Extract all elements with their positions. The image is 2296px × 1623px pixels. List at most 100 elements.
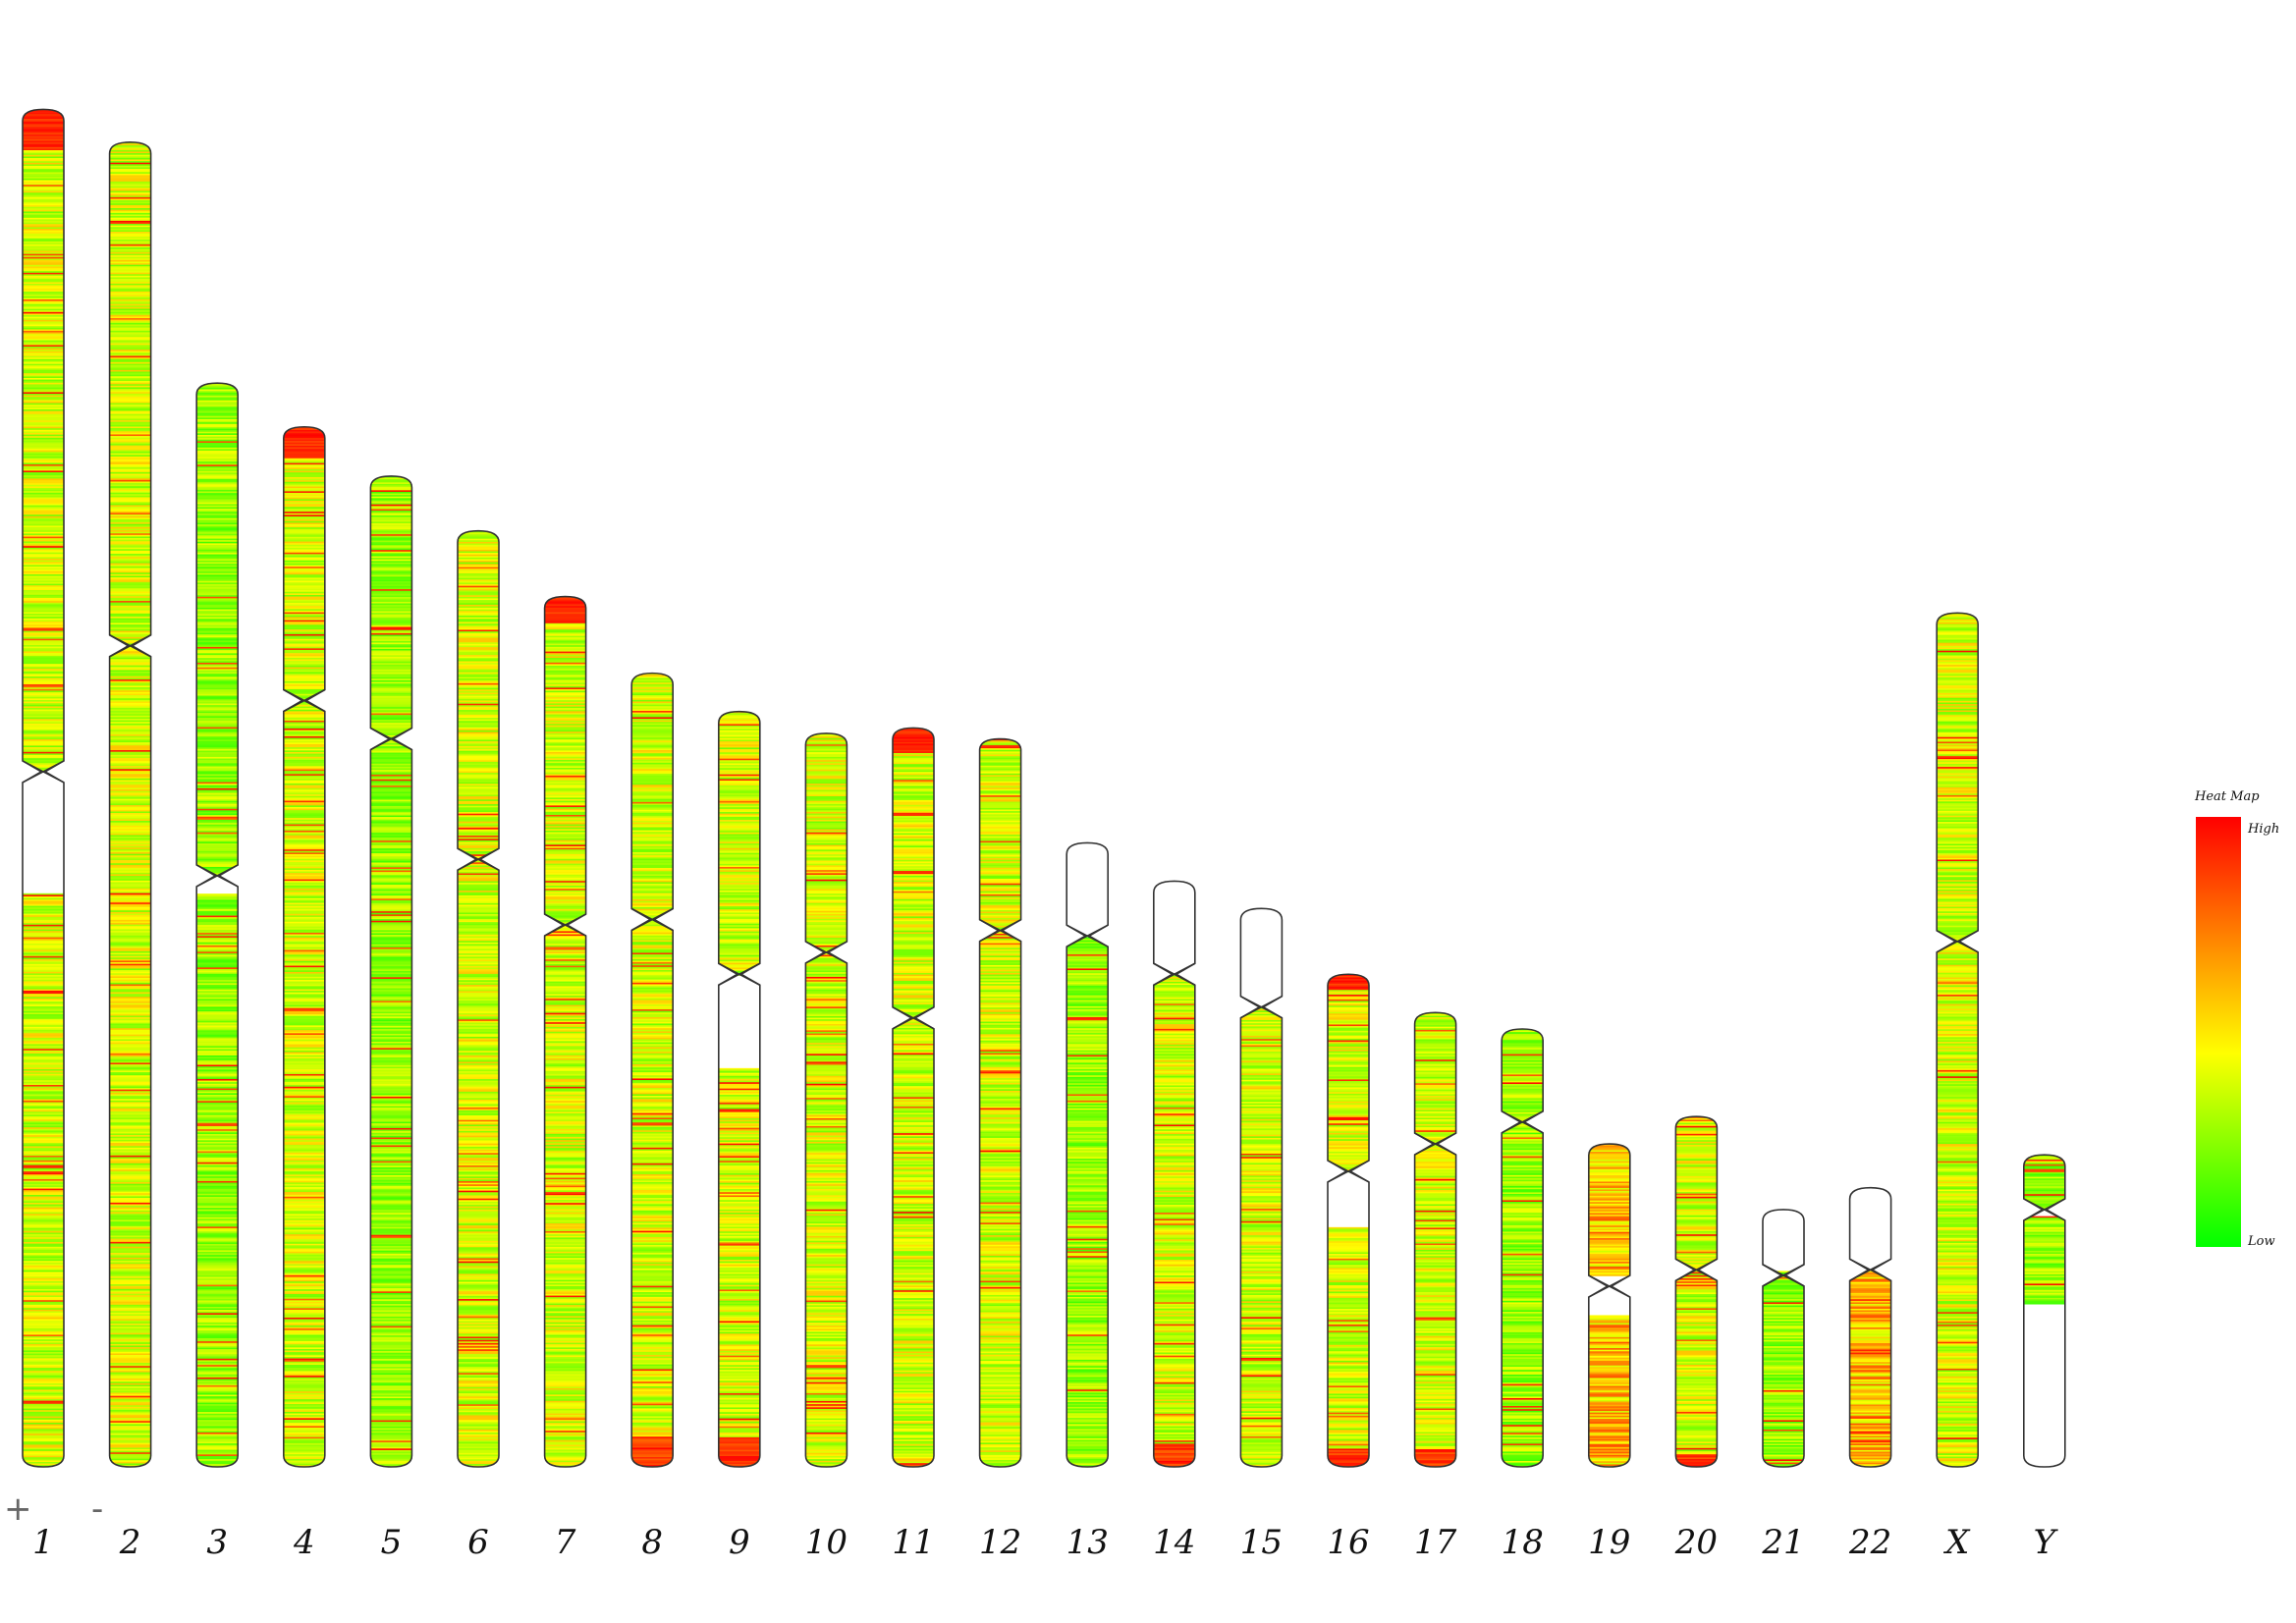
chromosome-outline [1153,880,1196,1468]
chromosome-label-18: 18 [1502,1523,1544,1562]
chromosome-label-8: 8 [641,1523,663,1562]
chromosome-label-12: 12 [979,1523,1021,1562]
heatmap-legend: Heat Map High Low [2194,789,2279,1249]
legend-low-label: Low [2247,1234,2275,1249]
chromosome-13[interactable] [1066,841,1109,1468]
chromosome-outline [1674,1115,1719,1468]
chromosome-outline [804,732,848,1468]
chromosome-3[interactable] [195,382,239,1468]
chromosome-label-19: 19 [1588,1523,1630,1562]
chromosome-heat-bands [1849,1271,1891,1467]
chromosome-heat-bands [1937,613,1979,1467]
chromosome-outline [1413,1011,1457,1468]
chromosome-outline [22,108,65,1468]
chromosome-outline [892,727,935,1468]
chromosome-outline [978,737,1022,1468]
chromosome-15[interactable] [1239,907,1284,1468]
chromosome-label-X: X [1942,1523,1971,1562]
legend-title: Heat Map [2194,789,2260,804]
chromosome-heat-bands [370,475,412,1467]
chromosome-heat-bands [718,711,760,1467]
chromosome-outline [1239,907,1284,1468]
chromosome-label-4: 4 [293,1523,315,1562]
chromosome-outline [457,529,500,1468]
chromosome-14[interactable] [1153,880,1196,1468]
chromosome-heat-bands [979,738,1021,1467]
chromosome-label-9: 9 [729,1523,750,1562]
chromosome-outline [543,595,587,1468]
chromosome-label-7: 7 [555,1523,576,1562]
chromosome-heat-bands [1066,937,1109,1467]
chromosome-1[interactable] [22,108,65,1468]
chromosome-label-21: 21 [1761,1523,1804,1562]
chromosome-11[interactable] [892,727,935,1468]
legend-color-bar [2196,817,2241,1247]
chromosome-22[interactable] [1848,1186,1892,1468]
chromosome-heat-bands [1675,1116,1718,1467]
chromosome-label-10: 10 [805,1523,847,1562]
chromosome-outline [108,141,152,1468]
chromosome-label-1: 1 [32,1523,54,1562]
zoom-controls: + - [4,1489,103,1529]
chromosome-outline [1936,612,1979,1468]
chromosome-label-2: 2 [119,1523,141,1562]
chromosome-heat-bands [544,596,586,1467]
chromosome-outline [1327,973,1370,1468]
chromosome-label-11: 11 [892,1523,934,1562]
chromosome-heat-bands [805,732,847,1467]
chromosome-heat-bands [1502,1029,1544,1467]
chromosome-outline [1066,841,1109,1468]
chromosome-label-Y: Y [2034,1523,2059,1562]
chromosome-10[interactable] [804,732,848,1468]
chromosome-outline [1762,1209,1805,1468]
chromosome-label-15: 15 [1240,1523,1283,1562]
chromosome-heat-bands [283,426,325,1467]
chromosome-heat-bands [1763,1271,1804,1467]
chromosome-outline [283,425,326,1468]
chromosome-7[interactable] [543,595,587,1469]
chromosome-X[interactable] [1936,612,1979,1468]
chromosome-heat-bands [1240,1007,1283,1467]
chromosome-label-14: 14 [1153,1523,1195,1562]
chromosome-heat-bands [2023,1155,2065,1305]
chromosome-Y[interactable] [2023,1154,2066,1468]
chromosome-heat-bands [1328,974,1369,1467]
chromosome-heat-bands [1414,1012,1456,1467]
chromosome-label-6: 6 [467,1523,489,1562]
chromosome-outline [195,382,239,1468]
legend-high-label: High [2247,822,2279,837]
chromosome-outline [1848,1186,1892,1468]
chromosome-outline [1588,1143,1631,1468]
chromosome-heat-bands [458,530,499,1467]
chromosome-label-5: 5 [381,1523,403,1562]
zoom-out-button[interactable]: - [91,1489,103,1529]
chromosome-label-22: 22 [1848,1523,1891,1562]
chromosome-19[interactable] [1588,1143,1631,1468]
chromosome-label-3: 3 [206,1523,228,1562]
chromosome-outline [630,672,674,1468]
chromosome-outline [369,475,413,1468]
chromosome-9[interactable] [718,710,761,1468]
chromosome-21[interactable] [1762,1209,1805,1468]
chromosome-5[interactable] [369,475,413,1468]
chromosome-outline [1501,1028,1544,1468]
chromosome-16[interactable] [1327,973,1370,1468]
chromosome-outline [718,710,761,1468]
chromosome-12[interactable] [978,737,1022,1469]
chromosome-heat-bands [23,109,64,1467]
chromosome-8[interactable] [630,672,674,1469]
chromosome-18[interactable] [1501,1028,1544,1468]
chromosome-17[interactable] [1413,1011,1457,1468]
chromosome-heat-bands [631,673,674,1467]
chromosome-4[interactable] [283,425,326,1469]
chromosome-heat-bands [893,728,934,1467]
chromosome-label-17: 17 [1414,1523,1457,1562]
chromosome-2[interactable] [108,141,152,1469]
zoom-in-button[interactable]: + [4,1489,32,1529]
chromosome-heat-bands [109,141,151,1468]
chromosome-label-13: 13 [1066,1523,1109,1562]
chromosome-6[interactable] [457,529,500,1468]
chromosome-20[interactable] [1674,1115,1719,1469]
